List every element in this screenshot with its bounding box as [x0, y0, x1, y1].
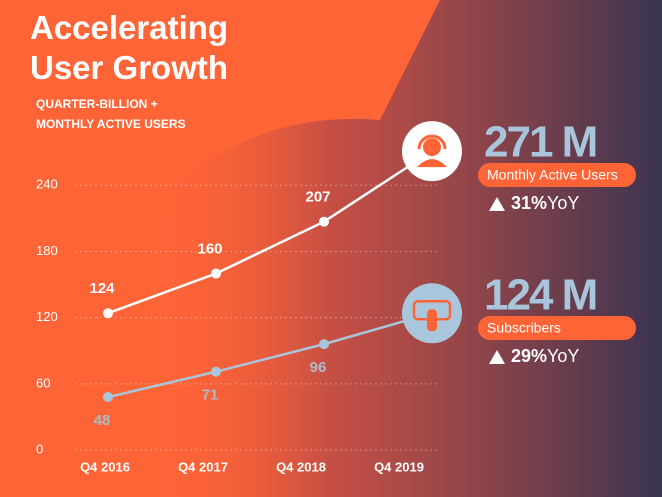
- x-tick-label: Q4 2016: [80, 459, 130, 474]
- callout-value: 124 M: [484, 271, 596, 320]
- data-point: [103, 308, 113, 319]
- data-point: [103, 392, 113, 403]
- x-tick-label: Q4 2019: [374, 459, 424, 474]
- y-tick-label: 120: [36, 309, 58, 324]
- series-line: [107, 312, 433, 399]
- legend-label: Subscribers: [487, 320, 561, 336]
- series-line: [107, 150, 433, 315]
- photo: [150, 0, 662, 497]
- data-point: [211, 366, 221, 377]
- up-arrow: [489, 350, 505, 364]
- data-label: 160: [197, 240, 222, 257]
- subtitle-line: MONTHLY ACTIVE USERS: [36, 117, 186, 131]
- y-tick-label: 60: [36, 375, 50, 390]
- x-tick-label: Q4 2017: [178, 459, 228, 474]
- data-label: 71: [202, 387, 219, 404]
- up-arrow: [489, 197, 505, 211]
- subtitle-line: QUARTER-BILLION +: [36, 97, 158, 111]
- data-point: [211, 268, 221, 279]
- icon-hand: [427, 309, 437, 332]
- icon-body: [417, 159, 447, 168]
- change-suffix: YoY: [547, 193, 579, 213]
- data-label: 207: [305, 189, 330, 206]
- legend-label: Monthly Active Users: [487, 167, 618, 183]
- change-label: 31%YoY: [511, 193, 579, 213]
- callout-pill: [478, 316, 636, 340]
- icon-head: [423, 138, 441, 157]
- data-point: [319, 216, 329, 227]
- y-tick-label: 240: [36, 177, 58, 192]
- change-value: 31%: [511, 193, 547, 213]
- change-value: 29%: [511, 346, 547, 366]
- y-tick-label: 180: [36, 243, 58, 258]
- x-tick-label: Q4 2018: [276, 459, 326, 474]
- data-label: 48: [94, 412, 111, 429]
- change-suffix: YoY: [547, 346, 579, 366]
- title-box: Accelerating User Growth: [30, 9, 229, 86]
- icon-headset: [417, 134, 447, 150]
- data-label: 124: [89, 280, 115, 297]
- data-label: 96: [310, 359, 327, 376]
- y-tick-label: 0: [36, 441, 43, 456]
- data-point: [319, 339, 329, 350]
- chart-subtitle: QUARTER-BILLION + MONTHLY ACTIVE USERS: [36, 97, 186, 131]
- callout-pill: [478, 163, 636, 187]
- callout-value: 271 M: [484, 118, 596, 167]
- chart-title: Accelerating User Growth: [30, 9, 229, 86]
- change-label: 29%YoY: [511, 346, 579, 366]
